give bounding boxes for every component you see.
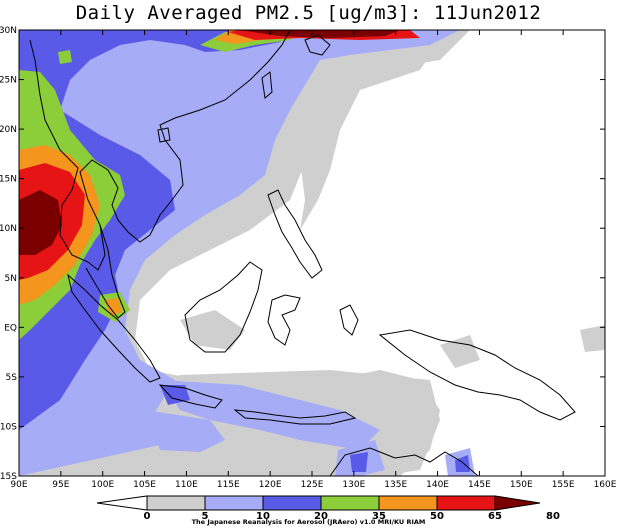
lon-tick-label: 145E [468,480,491,490]
pm25-above80-region [240,30,400,38]
lon-tick-label: 155E [552,480,575,490]
colorbar-swatch [436,495,496,511]
colorbar-swatch [494,495,541,511]
colorbar-swatch [320,495,380,511]
pm25-35to50-region [58,50,72,64]
colorbar: 0 5 10 20 35 50 65 80 [96,495,560,522]
coastline-malay-peninsula [85,224,126,319]
pm25-above80-region [19,190,62,255]
coastline-taiwan [261,71,273,99]
coastline-japan-korea [304,34,331,56]
coastline-hainan [157,127,171,143]
colorbar-swatch [204,495,264,511]
lat-tick-label: 25N [0,76,17,86]
credit-line: The Japanese Reanalysis for Aerosol (JRA… [191,518,426,526]
colorbar-label: 10 [256,511,270,522]
lon-tick-label: 160E [594,480,617,490]
pm25-5to10-region [440,335,480,368]
lat-tick-label: 10S [0,422,17,432]
colorbar-swatch [262,495,322,511]
coastline-sulawesi [267,294,301,346]
colorbar-swatch [96,495,148,511]
pm25-5to10-region [300,40,440,230]
colorbar-label: 35 [372,511,386,522]
coastline-borneo [184,261,263,353]
lat-tick-label: EQ [4,323,17,333]
pm25-50to65-region [105,298,122,316]
lat-tick-label: 15S [0,472,17,482]
lat-axis: 30N 25N 20N 15N 10N 5N EQ 5S 10S 15S [0,26,605,482]
lat-tick-label: 20N [0,125,17,135]
lat-tick-label: 5N [5,274,17,284]
coastlines [29,30,576,476]
pm25-10to20-region [19,30,460,476]
lat-tick-label: 10N [0,224,17,234]
pm25-20to35-region [350,452,368,472]
coastline-australia [329,447,479,476]
pm25-20to35-region [19,30,300,430]
lon-tick-label: 95E [52,480,69,490]
lon-tick-label: 120E [259,480,282,490]
lon-tick-label: 115E [217,480,240,490]
pm25-10to20-region [145,410,225,452]
coastline-maluku [339,304,359,336]
colorbar-swatch [146,495,206,511]
colorbar-label: 5 [202,511,209,522]
pm25-5to10-region [180,310,245,350]
coastline-sumatra [67,273,161,383]
lon-tick-label: 125E [301,480,324,490]
lon-tick-label: 90E [10,480,27,490]
lon-tick-label: 100E [91,480,114,490]
colorbar-label: 80 [546,511,560,522]
map-title: Daily Averaged PM2.5 [ug/m3]: 11Jun2012 [75,2,542,24]
colorbar-swatch [378,495,438,511]
lon-tick-label: 150E [510,480,533,490]
pm25-20to35-region [455,455,470,472]
lon-tick-label: 105E [133,480,156,490]
coastline-new-guinea [378,329,576,421]
colorbar-label: 20 [314,511,328,522]
pm25-5to10-region [580,325,605,352]
pm25-20to35-region [160,385,190,405]
lon-tick-label: 110E [175,480,198,490]
colorbar-label: 65 [488,511,502,522]
lon-tick-label: 135E [384,480,407,490]
coastline-lesser-sunda [233,409,357,425]
lat-tick-label: 15N [0,175,17,185]
colorbar-label: 50 [430,511,444,522]
coastline-mainland-asia [29,30,291,271]
colorbar-label: 0 [144,511,151,522]
lon-axis: 90E 95E 100E 105E 110E 115E 120E 125E 130E 135E 14… [10,30,617,490]
coastline-java [158,384,223,409]
pm25-fields [19,30,605,476]
coastline-philippines [267,189,323,279]
lat-tick-label: 30N [0,26,17,36]
lat-tick-label: 5S [6,373,18,383]
lon-tick-label: 140E [426,480,449,490]
lon-tick-label: 130E [342,480,365,490]
